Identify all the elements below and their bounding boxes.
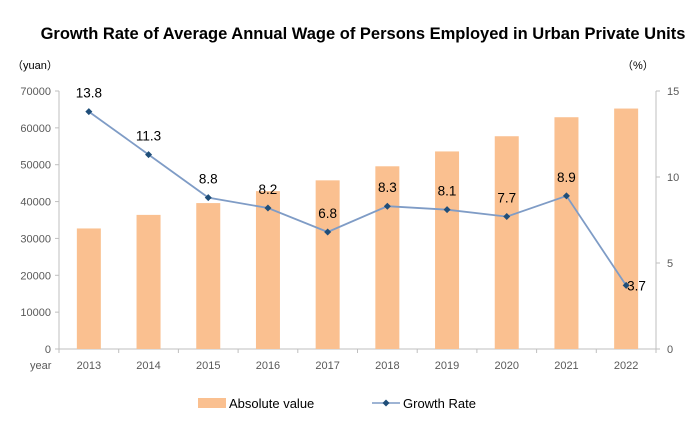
growth-rate-marker (204, 194, 212, 202)
growth-rate-line (88, 110, 627, 286)
right-tick-label: 10 (667, 172, 679, 184)
x-tick-label: 2020 (495, 360, 519, 372)
bar (196, 203, 221, 349)
x-axis-label: year (30, 360, 52, 372)
growth-rate-marker (443, 206, 451, 214)
right-tick-label: 5 (667, 258, 673, 270)
data-label: 7.7 (497, 191, 516, 206)
bar (375, 166, 400, 349)
left-tick-label: 30000 (20, 233, 51, 245)
growth-rate-marker (145, 151, 153, 159)
bar (315, 180, 340, 349)
data-label: 13.8 (76, 86, 102, 101)
x-tick-label: 2016 (256, 360, 280, 372)
data-label: 8.3 (378, 180, 397, 195)
left-tick-label: 10000 (20, 307, 51, 319)
data-label: 8.1 (438, 184, 457, 199)
data-label: 6.8 (318, 206, 337, 221)
chart-title: Growth Rate of Average Annual Wage of Pe… (40, 25, 686, 43)
bar (554, 117, 579, 349)
growth-rate-marker (503, 213, 511, 221)
x-tick-label: 2013 (77, 360, 101, 372)
plot-area: 0 10000 20000 30000 40000 50000 60000 70000 0 5 10… (20, 86, 679, 372)
legend-label-absolute-value: Absolute value (229, 396, 314, 411)
x-tick-label: 2014 (136, 360, 160, 372)
growth-rate-marker (264, 204, 272, 212)
data-label: 8.8 (199, 172, 218, 187)
data-label: 8.9 (557, 170, 576, 185)
left-tick-label: 50000 (20, 160, 51, 172)
legend: Absolute value Growth Rate (198, 396, 476, 411)
bar (76, 228, 101, 349)
bar (494, 136, 519, 349)
bar (136, 214, 161, 349)
growth-rate-marker (622, 281, 630, 289)
left-axis-unit: （yuan） (12, 59, 58, 72)
right-axis-unit: （%） (622, 59, 654, 72)
x-tick-label: 2018 (375, 360, 399, 372)
x-tick-label: 2022 (614, 360, 638, 372)
data-label: 3.7 (627, 278, 646, 293)
right-tick-label: 0 (667, 344, 673, 356)
data-label: 8.2 (259, 182, 278, 197)
left-tick-label: 60000 (20, 123, 51, 135)
right-tick-label: 15 (667, 86, 679, 98)
left-tick-label: 40000 (20, 197, 51, 209)
x-tick-label: 2021 (554, 360, 578, 372)
bar (255, 191, 280, 349)
x-tick-label: 2019 (435, 360, 459, 372)
left-tick-label: 0 (45, 344, 51, 356)
legend-marker-growth-rate (382, 399, 390, 407)
left-tick-label: 70000 (20, 86, 51, 98)
growth-rate-marker (324, 228, 332, 236)
growth-rate-marker (85, 108, 93, 116)
growth-rate-marker (562, 192, 570, 200)
bar (435, 151, 460, 349)
legend-label-growth-rate: Growth Rate (403, 396, 476, 411)
legend-swatch-absolute-value (198, 398, 226, 408)
growth-rate-marker (383, 202, 391, 210)
bar (614, 108, 639, 349)
x-tick-label: 2015 (196, 360, 220, 372)
data-label: 11.3 (136, 129, 161, 144)
left-tick-label: 20000 (20, 270, 51, 282)
x-tick-label: 2017 (315, 360, 339, 372)
